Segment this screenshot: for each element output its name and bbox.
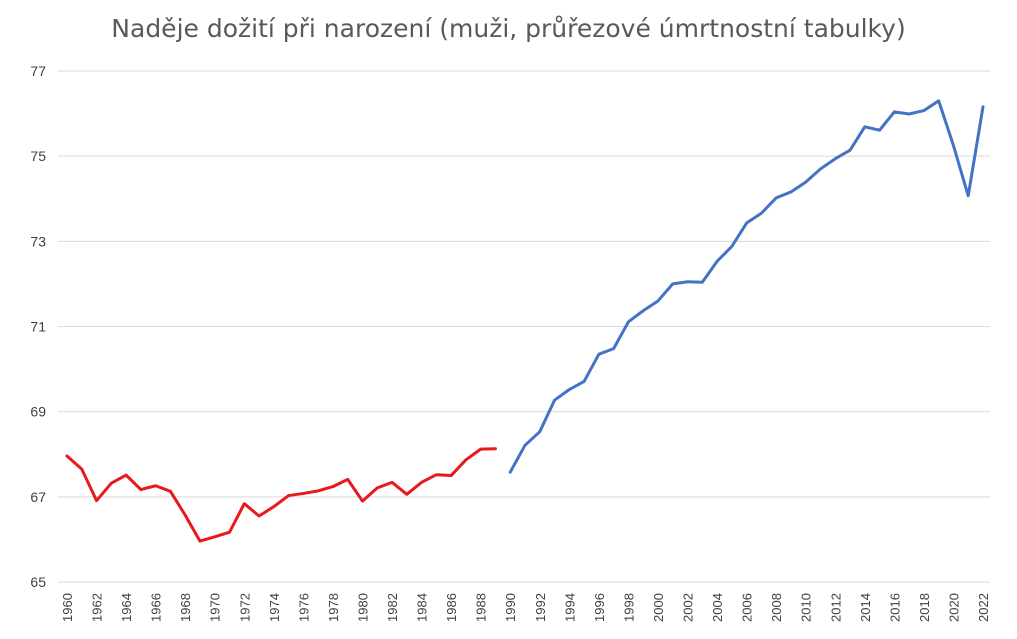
x-tick-label: 2004	[710, 593, 725, 622]
x-tick-label: 2012	[828, 593, 843, 622]
x-tick-label: 2018	[917, 593, 932, 622]
x-tick-label: 1980	[355, 593, 370, 622]
y-tick-label: 71	[30, 319, 46, 335]
series-line-1	[65, 447, 497, 543]
x-tick-label: 1966	[149, 593, 164, 622]
x-tick-label: 2016	[887, 593, 902, 622]
x-tick-label: 2020	[946, 593, 961, 622]
x-tick-label: 1992	[533, 593, 548, 622]
x-axis-ticks: 1960 1962 1964 1966 1968 1970 1972 1974 1976 1978…	[60, 593, 991, 622]
series-lines	[65, 99, 985, 543]
x-tick-label: 1960	[60, 593, 75, 622]
x-tick-label: 2010	[799, 593, 814, 622]
y-tick-label: 69	[30, 404, 46, 420]
series-line-2	[508, 99, 985, 474]
x-tick-label: 2014	[858, 593, 873, 622]
x-tick-label: 1972	[237, 593, 252, 622]
x-tick-label: 1970	[208, 593, 223, 622]
x-tick-label: 1968	[178, 593, 193, 622]
y-tick-label: 75	[30, 148, 46, 164]
y-tick-label: 77	[30, 63, 46, 79]
y-tick-label: 73	[30, 233, 46, 249]
x-tick-label: 1996	[592, 593, 607, 622]
y-tick-label: 65	[30, 574, 46, 590]
chart-title: Naděje dožití při narození (muži, průřez…	[111, 14, 906, 43]
y-tick-label: 67	[30, 489, 46, 505]
gridlines	[58, 70, 990, 583]
x-tick-label: 1990	[503, 593, 518, 622]
x-tick-label: 1994	[562, 593, 577, 622]
x-tick-label: 1986	[444, 593, 459, 622]
x-tick-label: 1974	[267, 593, 282, 622]
x-tick-label: 1976	[296, 593, 311, 622]
x-tick-label: 2022	[976, 593, 991, 622]
x-tick-label: 1962	[90, 593, 105, 622]
y-axis-ticks: 65 67 69 71 73 75 77	[30, 63, 46, 590]
x-tick-label: 2000	[651, 593, 666, 622]
x-tick-label: 1982	[385, 593, 400, 622]
x-tick-label: 2006	[740, 593, 755, 622]
x-tick-label: 2008	[769, 593, 784, 622]
x-tick-label: 1998	[621, 593, 636, 622]
x-tick-label: 1964	[119, 593, 134, 622]
x-tick-label: 1988	[474, 593, 489, 622]
x-tick-label: 1984	[415, 593, 430, 622]
x-tick-label: 2002	[681, 593, 696, 622]
x-tick-label: 1978	[326, 593, 341, 622]
